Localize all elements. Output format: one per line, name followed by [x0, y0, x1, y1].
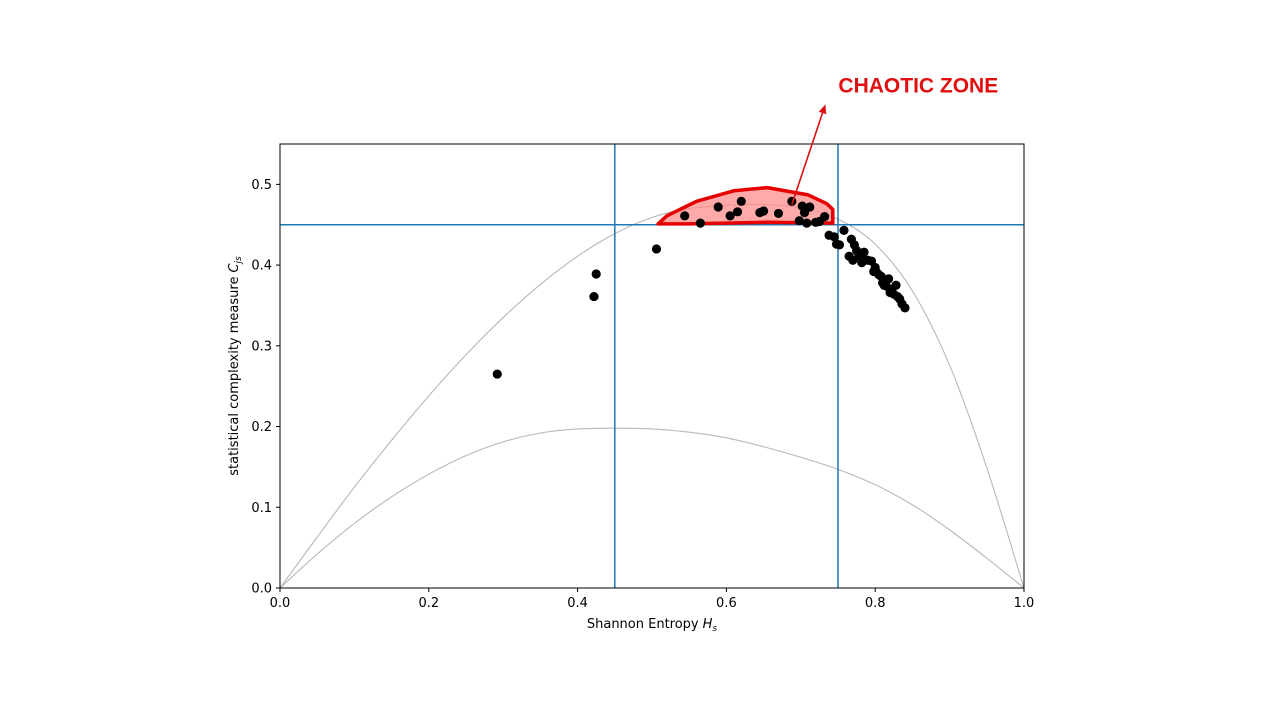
x-tick-label: 1.0 [1014, 596, 1035, 611]
y-tick-label: 0.5 [251, 178, 272, 193]
lower-bound-curve [280, 427, 1024, 588]
y-tick-label: 0.2 [251, 420, 272, 435]
x-axis-label-subscript: s [712, 624, 717, 634]
data-point [829, 232, 839, 242]
y-tick-label: 0.4 [251, 259, 272, 274]
data-point [883, 274, 894, 284]
y-tick-label: 0.3 [251, 339, 272, 354]
data-point [591, 269, 601, 279]
bound-curves [280, 203, 1024, 588]
data-point [891, 280, 901, 290]
data-point [794, 216, 804, 226]
data-point [802, 218, 812, 228]
data-point [589, 291, 599, 302]
upper-bound-curve [280, 203, 1024, 588]
data-point [848, 255, 858, 265]
data-point [839, 225, 849, 235]
data-point [713, 202, 723, 212]
data-point [820, 212, 830, 222]
y-tick-label: 0.0 [251, 582, 272, 597]
x-axis-label-symbol: H [703, 617, 713, 632]
data-point [834, 240, 845, 250]
data-point [805, 202, 815, 212]
data-points [492, 196, 910, 379]
y-tick-label: 0.1 [251, 501, 272, 516]
y-axis-label: statistical complexity measure Cjs [227, 256, 244, 476]
x-tick-label: 0.8 [865, 596, 886, 611]
x-axis-label-text: Shannon Entropy [587, 617, 699, 632]
zone-arrow-line [791, 112, 824, 205]
y-axis-label-text: statistical complexity measure [227, 277, 242, 476]
data-point [736, 196, 746, 206]
chaotic-zone-label: CHAOTIC ZONE [838, 74, 998, 97]
x-tick-label: 0.2 [418, 596, 439, 611]
data-point [651, 244, 662, 254]
zone-arrow-head [818, 104, 827, 115]
reference-lines [280, 144, 1024, 588]
data-point [725, 211, 735, 221]
data-point [773, 208, 784, 219]
data-point [695, 218, 705, 228]
chaotic-zone-annotation: CHAOTIC ZONE [791, 74, 998, 205]
y-axis-ticks: 0.0 0.1 0.2 0.3 0.4 0.5 [251, 178, 280, 597]
x-axis-label: Shannon Entropy Hs [587, 617, 718, 634]
y-axis-label-subscript: js [234, 256, 244, 266]
data-point [859, 247, 869, 257]
data-point [732, 207, 743, 217]
data-point [492, 369, 502, 379]
chaotic-zone-region [656, 185, 835, 226]
plot-area [280, 144, 1024, 588]
data-point [759, 206, 769, 216]
data-point [900, 303, 910, 313]
x-axis-ticks: 0.0 0.2 0.4 0.6 0.8 1.0 [270, 588, 1035, 611]
y-axis-label-symbol: C [227, 263, 242, 273]
chaotic-zone-layer [656, 185, 835, 226]
x-tick-label: 0.0 [270, 596, 291, 611]
x-tick-label: 0.4 [567, 596, 588, 611]
plot-frame [279, 143, 1025, 589]
x-tick-label: 0.6 [716, 596, 737, 611]
data-point [680, 211, 690, 221]
